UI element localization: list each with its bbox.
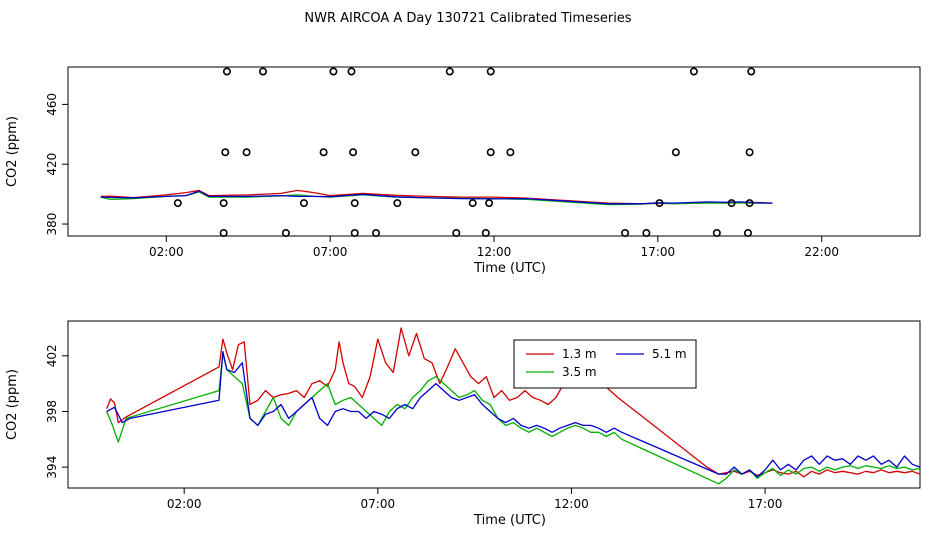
x-tick-label: 12:00	[554, 497, 589, 511]
y-tick-label: 380	[45, 213, 59, 236]
circle-marker	[350, 199, 359, 208]
circle-marker	[743, 229, 752, 238]
legend-label: 1.3 m	[562, 347, 597, 361]
circle-marker	[319, 148, 328, 157]
series-group	[106, 327, 920, 485]
circle-marker	[481, 229, 490, 238]
x-tick-label: 12:00	[477, 245, 512, 259]
circle-marker	[411, 148, 420, 157]
x-tick-label: 02:00	[149, 245, 184, 259]
circle-marker	[689, 67, 698, 76]
circle-marker	[671, 148, 680, 157]
legend: 1.3 m 3.5 m 5.1 m	[513, 339, 697, 389]
circle-marker	[281, 229, 290, 238]
y-axis-label: CO2 (ppm)	[5, 116, 20, 187]
circle-marker	[372, 229, 381, 238]
series-line-5-1-mm	[106, 350, 920, 478]
circle-marker	[506, 148, 515, 157]
circle-marker	[486, 148, 495, 157]
circle-marker	[621, 229, 630, 238]
series-line-1-3-mm	[106, 327, 920, 478]
circle-marker	[745, 199, 754, 208]
series-line-3-5-mm	[106, 352, 920, 485]
panel-top: 02:00 07:00 12:00 17:00 22:00 380 420 460 Time (…	[5, 66, 921, 276]
y-tick-label: 420	[45, 153, 59, 176]
circle-marker	[712, 229, 721, 238]
circle-marker	[485, 199, 494, 208]
x-axis-label: Time (UTC)	[473, 513, 546, 528]
circle-marker	[242, 148, 251, 157]
x-axis-label: Time (UTC)	[473, 261, 546, 276]
circle-marker	[393, 199, 402, 208]
legend-label: 3.5 m	[562, 365, 597, 379]
circle-marker	[222, 67, 231, 76]
legend-label: 5.1 m	[652, 347, 687, 361]
circle-marker	[219, 229, 228, 238]
circle-marker	[452, 229, 461, 238]
circle-marker	[445, 67, 454, 76]
circle-marker	[173, 199, 182, 208]
y-axis-label: CO2 (ppm)	[5, 369, 20, 440]
circle-marker	[219, 199, 228, 208]
legend-box	[513, 339, 697, 389]
y-tick-label: 398	[45, 400, 59, 423]
circle-marker	[655, 199, 664, 208]
circle-marker	[258, 67, 267, 76]
x-tick-label: 07:00	[313, 245, 348, 259]
x-tick-label: 07:00	[361, 497, 396, 511]
series-group	[100, 189, 773, 206]
panel-bottom: 02:00 07:00 12:00 17:00 394 398 402 Time (UTC) C…	[5, 320, 921, 528]
y-tick-label: 402	[45, 344, 59, 367]
series-line-5-1-mm	[100, 190, 773, 205]
x-tick-label: 02:00	[167, 497, 202, 511]
circle-marker	[349, 148, 358, 157]
circle-marker	[747, 67, 756, 76]
plot-frame	[67, 320, 921, 489]
circle-marker	[221, 148, 230, 157]
circle-marker	[299, 199, 308, 208]
x-tick-label: 17:00	[748, 497, 783, 511]
circle-marker	[329, 67, 338, 76]
y-tick-label: 394	[45, 456, 59, 479]
circle-marker	[468, 199, 477, 208]
circle-marker	[347, 67, 356, 76]
circle-marker	[486, 67, 495, 76]
figure-title: NWR AIRCOA A Day 130721 Calibrated Times…	[304, 11, 631, 26]
x-tick-label: 22:00	[804, 245, 839, 259]
x-tick-label: 17:00	[641, 245, 676, 259]
circle-marker	[350, 229, 359, 238]
circle-marker	[745, 148, 754, 157]
circle-marker	[642, 229, 651, 238]
circle-marker	[727, 199, 736, 208]
y-tick-label: 460	[45, 93, 59, 116]
